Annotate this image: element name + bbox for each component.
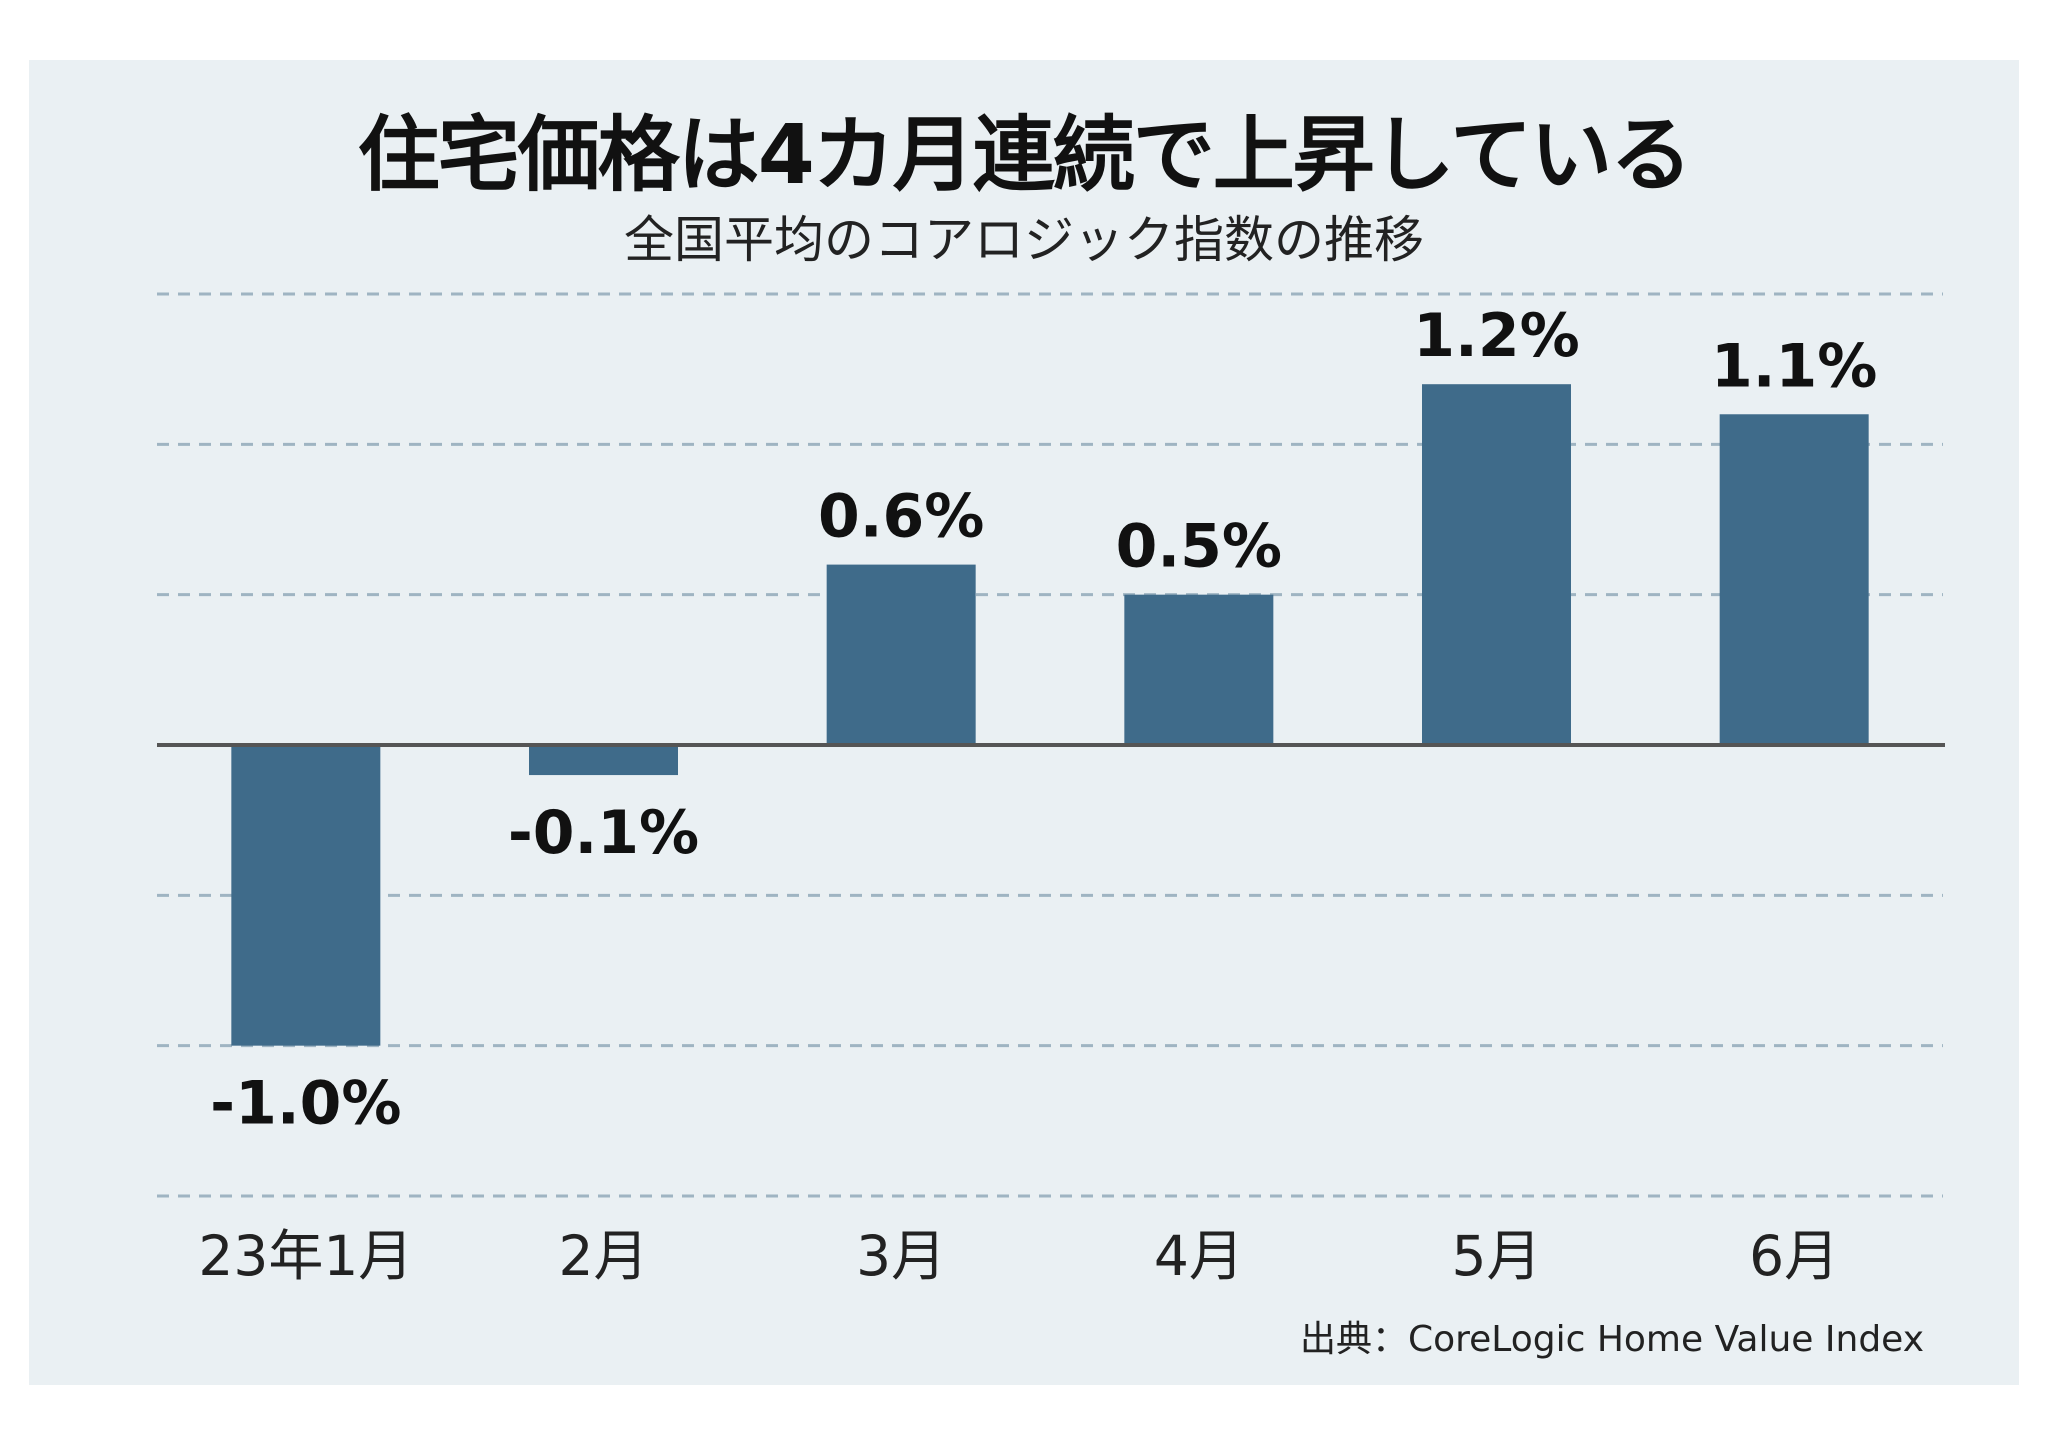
bar (1719, 414, 1869, 745)
x-tick-label: 3月 (856, 1224, 946, 1288)
source-note: 出典：CoreLogic Home Value Index (1299, 1319, 1924, 1360)
bar (826, 564, 976, 745)
data-label: 1.2% (1413, 301, 1579, 371)
bar (1422, 384, 1571, 745)
x-tick-label: 2月 (559, 1224, 649, 1288)
bar (1124, 594, 1274, 745)
x-tick-label: 23年1月 (198, 1224, 413, 1288)
data-label: 0.5% (1116, 512, 1282, 582)
x-tick-label: 5月 (1452, 1224, 1542, 1288)
x-tick-label: 4月 (1154, 1224, 1244, 1288)
data-label: -0.1% (508, 798, 699, 868)
x-tick-label: 6月 (1749, 1224, 1839, 1288)
chart-title: 住宅価格は4カ月連続で上昇している (357, 108, 1693, 203)
bar (529, 745, 678, 776)
data-label: 0.6% (818, 482, 984, 552)
chart-subtitle: 全国平均のコアロジック指数の推移 (624, 211, 1424, 269)
data-label: -1.0% (210, 1069, 401, 1139)
chart-panel (29, 60, 2019, 1385)
data-label: 1.1% (1711, 331, 1877, 401)
bar (231, 745, 381, 1046)
